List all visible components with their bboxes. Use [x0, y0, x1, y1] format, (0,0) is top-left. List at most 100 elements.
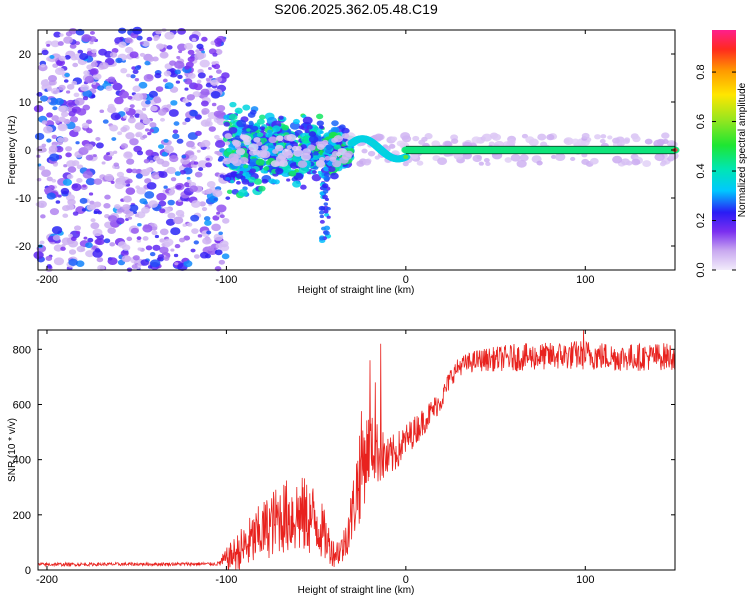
heatmap-cell [120, 250, 129, 257]
heatmap-cell [117, 131, 123, 136]
heatmap-cell [215, 69, 222, 74]
heatmap-cell [108, 215, 118, 223]
heatmap-cell [174, 262, 179, 266]
heatmap-cell [62, 178, 73, 186]
heatmap-cell [229, 101, 237, 108]
heatmap-cell [323, 225, 331, 231]
heatmap-cell [158, 144, 165, 149]
heatmap-cell [206, 117, 212, 122]
heatmap-cell [51, 134, 58, 140]
heatmap-cell [214, 134, 220, 140]
heatmap-cell [53, 257, 65, 266]
heatmap-cell [249, 161, 256, 167]
heatmap-cell [418, 139, 426, 145]
heatmap-cell [41, 169, 52, 178]
heatmap-cell [95, 142, 104, 149]
heatmap-cell [137, 247, 142, 251]
heatmap-cell [326, 206, 331, 211]
heatmap-cell [224, 141, 231, 146]
heatmap-cell [308, 135, 319, 144]
heatmap-cell [126, 168, 133, 174]
heatmap-cell [400, 132, 411, 140]
heatmap-cell [235, 180, 241, 185]
heatmap-cell [73, 92, 80, 98]
heatmap-cell [107, 227, 116, 235]
heatmap-cell [152, 244, 161, 251]
heatmap-cell [162, 78, 168, 83]
heatmap-cell [192, 91, 201, 98]
heatmap-cell [113, 162, 119, 167]
heatmap-cell [594, 134, 601, 140]
heatmap-cell [205, 162, 212, 168]
heatmap-cell [626, 160, 633, 166]
heatmap-cell [133, 93, 144, 101]
colorbar-label: Normalized spectral amplitude [737, 82, 748, 217]
heatmap-cell [313, 165, 319, 170]
heatmap-cell [164, 31, 175, 40]
heatmap-cell [122, 195, 132, 203]
heatmap-cell [140, 259, 149, 266]
heatmap-cell [167, 212, 176, 219]
heatmap-cell [554, 153, 566, 162]
heatmap-cell [293, 118, 300, 125]
heatmap-cell [41, 120, 48, 125]
heatmap-cell [163, 70, 172, 77]
heatmap-cell [85, 177, 96, 186]
heatmap-cell [154, 174, 160, 179]
heatmap-cell [201, 36, 208, 42]
heatmap-cell [198, 91, 208, 99]
heatmap-cell [256, 149, 268, 158]
heatmap-cell [212, 189, 223, 198]
heatmap-cell [112, 150, 118, 154]
heatmap-cell [243, 139, 251, 146]
heatmap-cell [117, 241, 127, 248]
heatmap-cell [120, 126, 128, 133]
heatmap-cell [218, 259, 226, 265]
heatmap-cell [174, 69, 181, 75]
heatmap-cell [43, 125, 53, 134]
heatmap-cell [163, 256, 170, 261]
heatmap-cell [437, 157, 448, 165]
heatmap-cell [221, 72, 230, 79]
heatmap-cell [90, 61, 98, 67]
heatmap-cell [208, 126, 216, 132]
heatmap-cell [184, 117, 191, 123]
heatmap-cell [96, 257, 104, 263]
heatmap-cell [58, 116, 66, 123]
heatmap-cell [202, 237, 212, 245]
heatmap-ylabel: Frequency (Hz) [7, 116, 18, 185]
snr-y-tick-label: 200 [13, 510, 31, 522]
heatmap-cell [68, 111, 76, 117]
heatmap-cell [85, 242, 93, 249]
heatmap-cell [109, 124, 119, 132]
heatmap-cell [186, 222, 193, 227]
heatmap-cell [272, 125, 281, 132]
heatmap-cell [82, 170, 93, 179]
snr-ylabel: SNR (10 * v/v) [7, 418, 18, 482]
heatmap-cell [253, 178, 263, 185]
heatmap-cell [129, 138, 139, 146]
heatmap-cell [644, 138, 653, 145]
heatmap-cell [50, 40, 60, 48]
heatmap-cell [149, 251, 156, 257]
heatmap-cell [225, 176, 231, 181]
heatmap-cell [141, 107, 147, 111]
heatmap-cell [330, 126, 340, 134]
heatmap-cell [471, 136, 481, 144]
heatmap-cell [145, 100, 151, 105]
heatmap-cell [85, 154, 94, 161]
heatmap-cell [104, 173, 114, 182]
heatmap-cell [128, 204, 139, 212]
heatmap-cell [247, 176, 256, 183]
heatmap-cell [331, 120, 339, 127]
heatmap-cell [90, 222, 100, 230]
heatmap-cell [642, 160, 652, 167]
heatmap-cell [116, 217, 125, 225]
heatmap-cell [170, 177, 177, 182]
heatmap-y-tick-label: 10 [19, 97, 31, 109]
heatmap-cell [59, 33, 64, 37]
heatmap-cell [55, 120, 60, 124]
heatmap-cell [631, 158, 641, 166]
heatmap-cell [612, 155, 623, 164]
heatmap-cell [130, 74, 136, 79]
